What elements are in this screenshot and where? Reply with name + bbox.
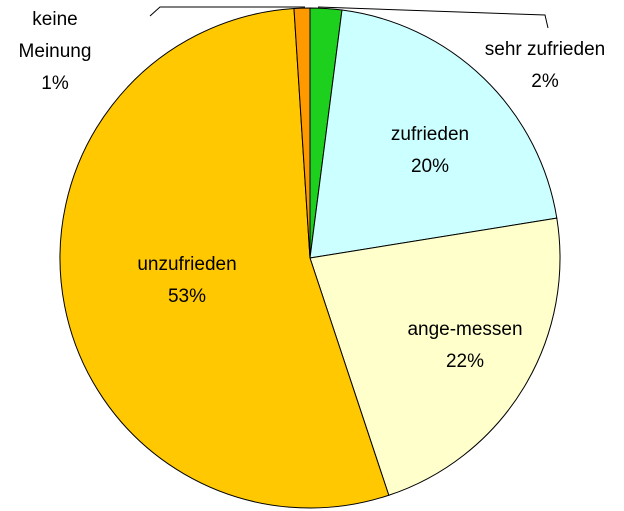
- label-name: zufrieden: [390, 124, 470, 145]
- label-value: 53%: [167, 286, 207, 307]
- data-label: ange-messen 22%: [407, 314, 522, 378]
- label-name: unzufrieden: [137, 254, 237, 275]
- label-value: 20%: [410, 156, 450, 177]
- data-label: sehr zufrieden 2%: [485, 34, 605, 98]
- data-label: zufrieden 20%: [391, 119, 469, 183]
- label-value: 22%: [445, 351, 485, 372]
- leader-line: [317, 6, 549, 29]
- label-name: sehr zufrieden: [484, 39, 606, 60]
- data-label: unzufrieden 53%: [137, 249, 236, 313]
- pie-slice: [293, 7, 311, 259]
- label-value: 2%: [531, 71, 559, 92]
- pie-slice: [59, 7, 390, 509]
- leader-line: [149, 6, 305, 17]
- label-name: ange-messen: [407, 319, 523, 340]
- data-label: keine Meinung 1%: [15, 4, 95, 100]
- pie-slice: [309, 217, 561, 496]
- label-value: 1%: [41, 73, 69, 94]
- label-name: keine Meinung: [18, 9, 92, 62]
- pie-slice: [309, 9, 558, 259]
